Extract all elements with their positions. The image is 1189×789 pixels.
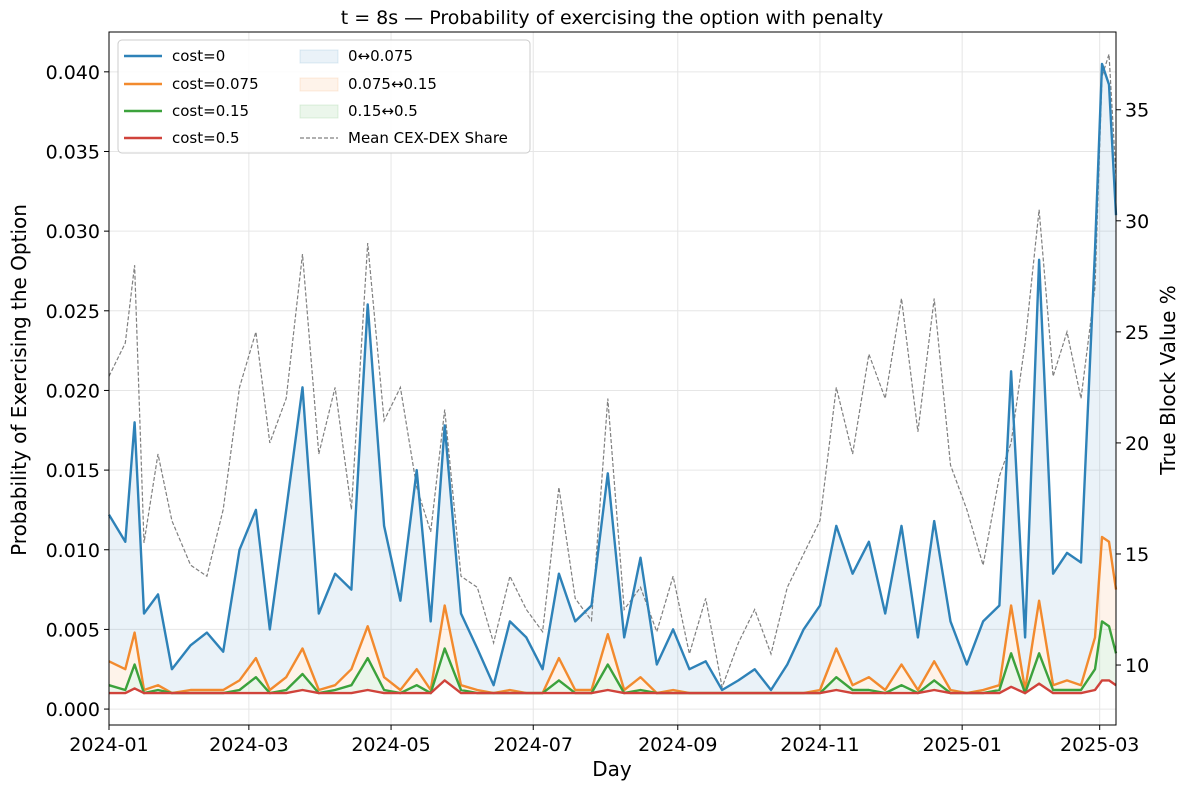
x-axis-label: Day	[592, 757, 632, 781]
mean-cex-dex-share-line	[108, 54, 1117, 690]
band-area	[109, 537, 1116, 694]
x-tick-label: 2024-01	[69, 734, 148, 756]
legend-label: cost=0.075	[172, 75, 259, 93]
legend-swatch	[299, 77, 339, 92]
grid	[108, 32, 1116, 725]
y-tick-label: 0.005	[46, 619, 100, 641]
y-tick-label: 0.020	[46, 380, 100, 402]
x-tick-label: 2024-03	[209, 734, 288, 756]
x-tick-label: 2025-03	[1060, 734, 1139, 756]
y-axis-label: Probability of Exercising the Option	[7, 204, 31, 556]
chart-title: t = 8s — Probability of exercising the o…	[341, 7, 884, 29]
legend-box	[117, 39, 531, 154]
y2-tick-label: 10	[1125, 655, 1149, 677]
x-tick-label: 2024-11	[780, 734, 859, 756]
plot-frame	[108, 31, 1117, 726]
legend-label: 0.075↔0.15	[348, 75, 437, 93]
x-tick-label: 2024-05	[351, 734, 430, 756]
y-tick-label: 0.040	[46, 62, 100, 84]
x-tick-label: 2024-09	[638, 734, 717, 756]
ticks: 2024-01 2024-03 2024-05 2024-07 2024-09 2024-…	[46, 62, 1150, 756]
legend-label: cost=0.15	[172, 102, 249, 120]
legend-label: 0.15↔0.5	[348, 102, 418, 120]
y2-tick-label: 25	[1125, 322, 1149, 344]
series-line-1	[108, 535, 1118, 695]
y-tick-label: 0.030	[46, 221, 100, 243]
band-area	[109, 63, 1116, 694]
x-tick-label: 2025-01	[922, 734, 1001, 756]
band-area	[109, 621, 1116, 694]
legend-swatch	[299, 104, 339, 119]
y2-axis-label: True Block Value %	[1156, 285, 1180, 476]
y2-tick-label: 30	[1125, 211, 1149, 233]
y2-tick-label: 20	[1125, 433, 1149, 455]
y-tick-label: 0.035	[46, 141, 100, 163]
legend-label: cost=0.5	[172, 129, 240, 147]
legend-label: cost=0	[172, 47, 225, 65]
legend-swatch	[299, 49, 339, 64]
series-line-3	[109, 679, 1117, 695]
legend-label: 0↔0.075	[348, 47, 413, 65]
y2-tick-label: 15	[1125, 544, 1149, 566]
legend: cost=0 cost=0.075 cost=0.15 cost=0.5 0↔0.075…	[117, 39, 531, 154]
series-line-0	[107, 62, 1118, 692]
secondary-series	[108, 54, 1117, 690]
y-tick-label: 0.010	[46, 540, 100, 562]
legend-label: Mean CEX-DEX Share	[348, 129, 508, 147]
y-tick-label: 0.025	[46, 301, 100, 323]
series-lines	[107, 62, 1118, 695]
x-tick-label: 2024-07	[494, 734, 573, 756]
y2-tick-label: 35	[1125, 100, 1149, 122]
y-tick-label: 0.000	[46, 699, 100, 721]
bands	[109, 63, 1116, 694]
y-tick-label: 0.015	[46, 460, 100, 482]
